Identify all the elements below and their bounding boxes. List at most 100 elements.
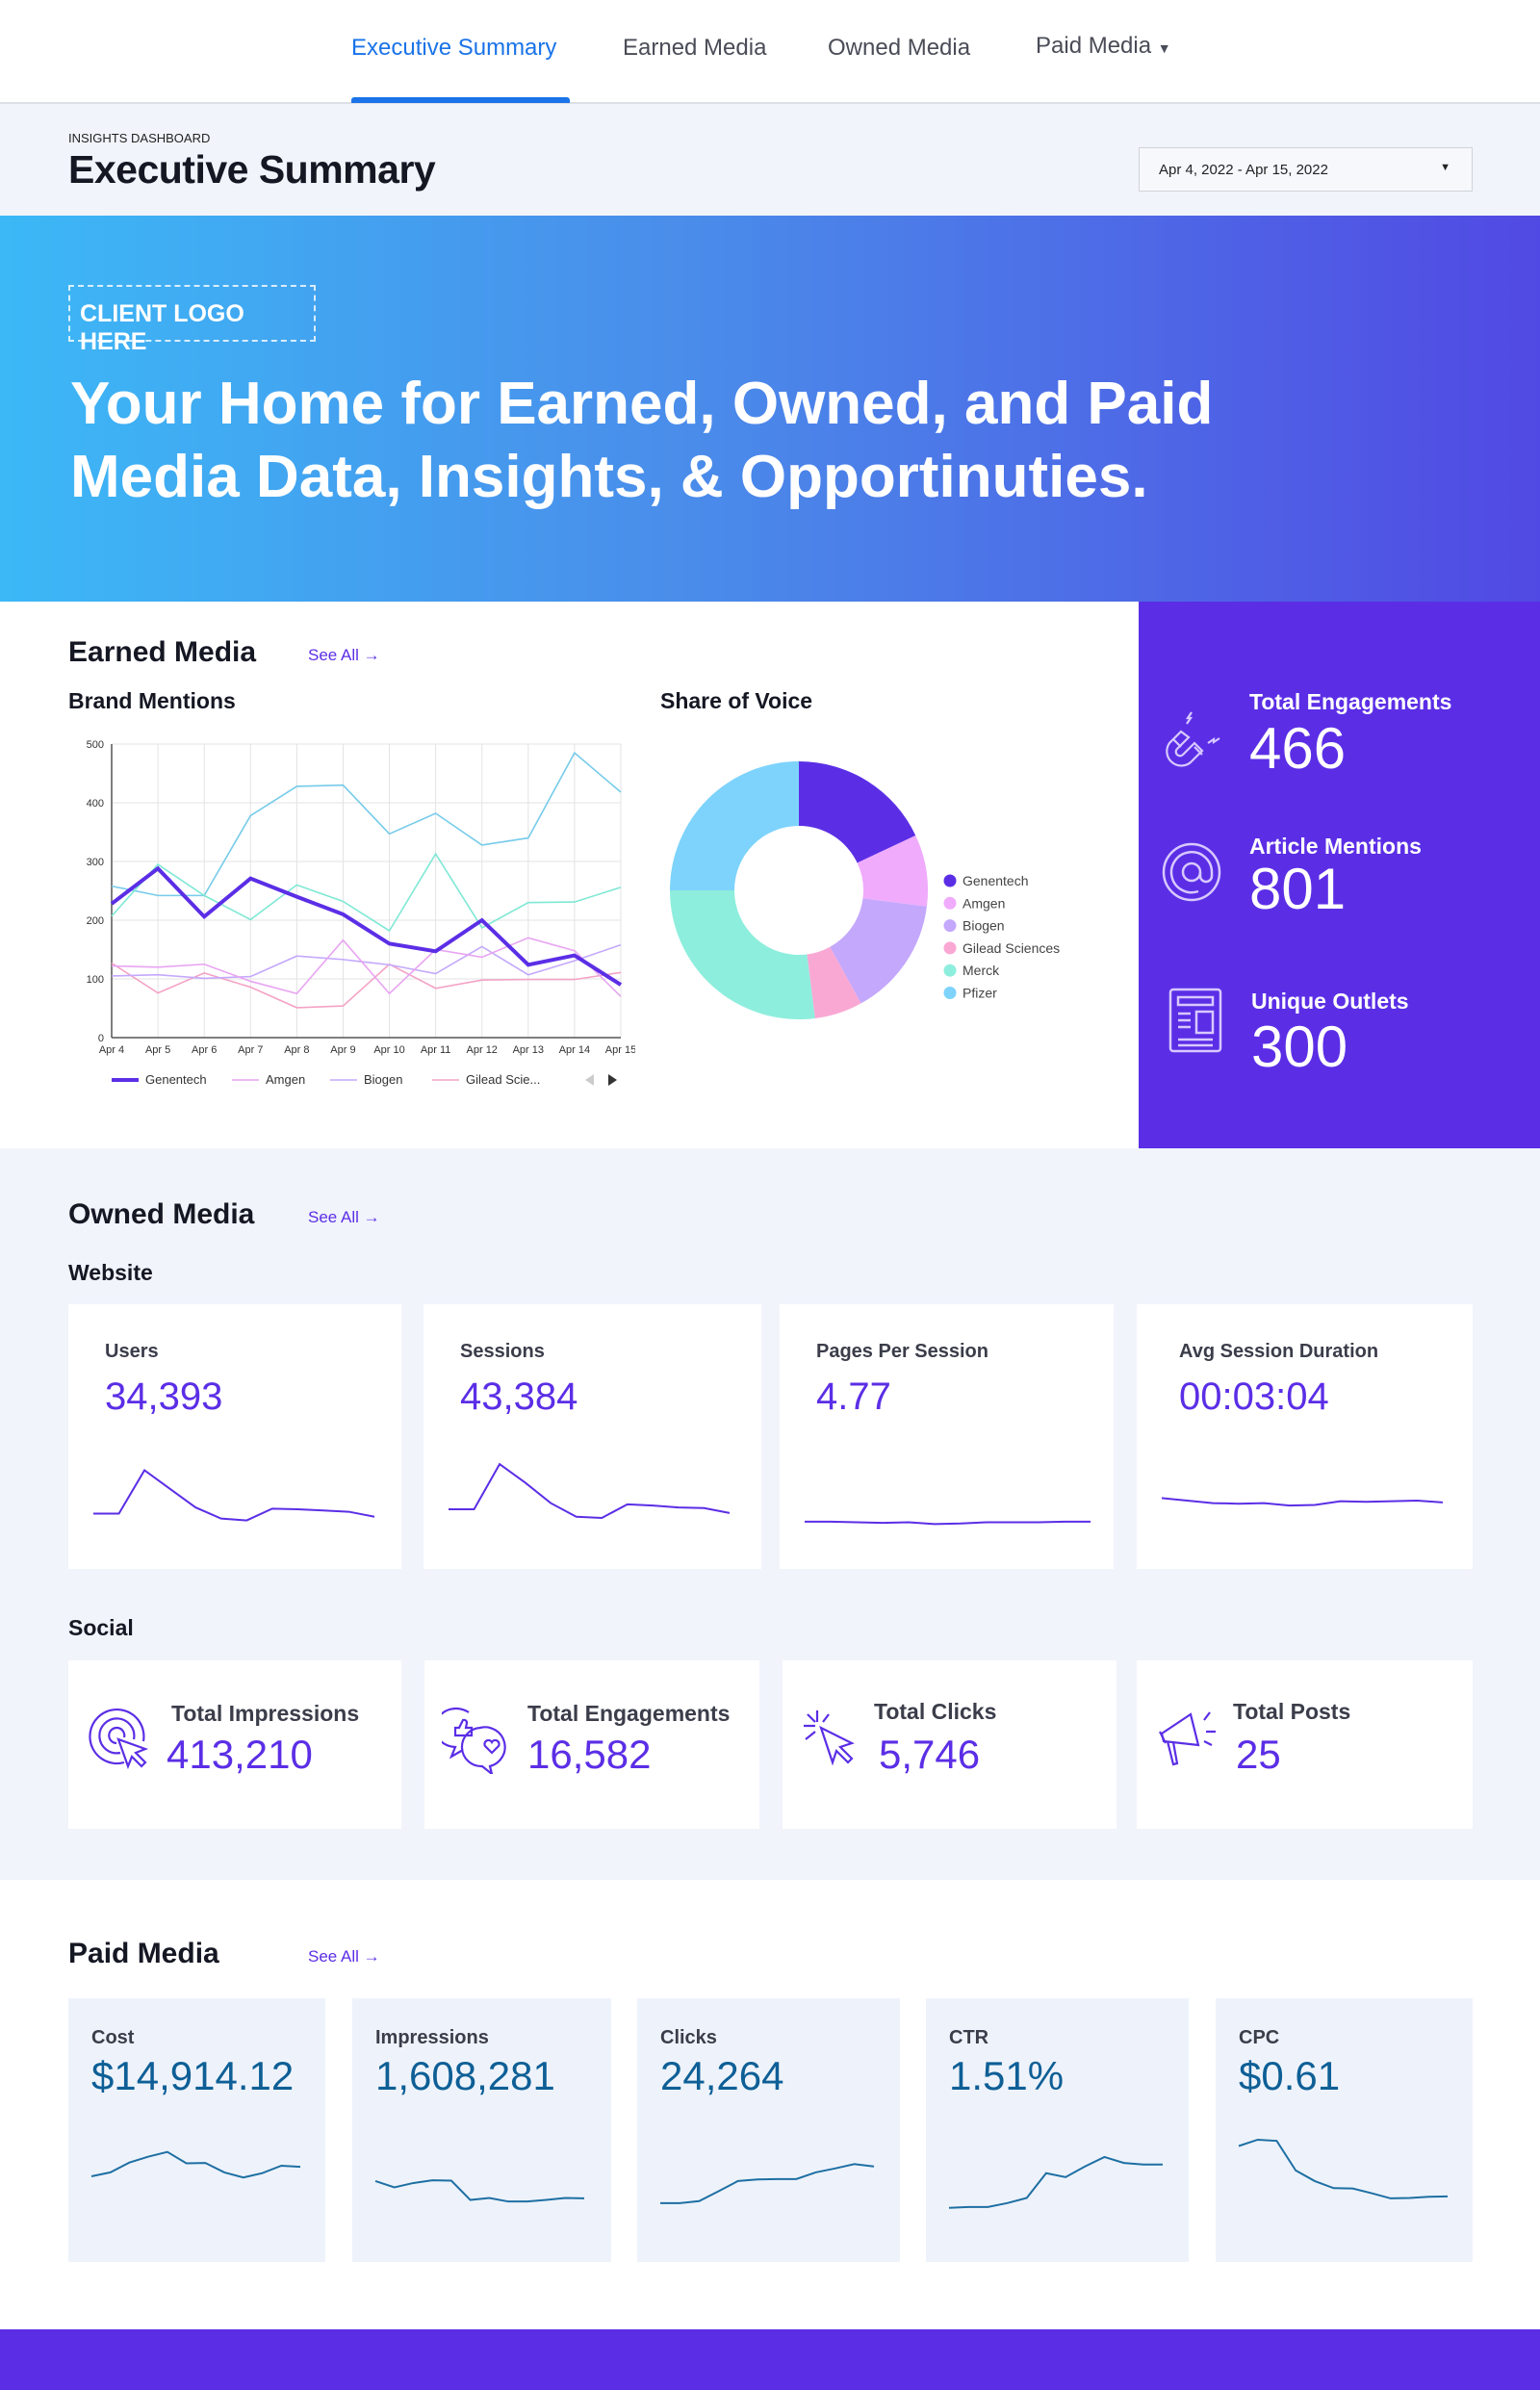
sparkline-path [660,2163,875,2204]
earned-media-section: Earned Media See All → Brand Mentions Sh… [0,602,1540,1148]
clicks-sparkline [660,2163,875,2204]
share-of-voice-title: Share of Voice [660,688,813,713]
brand-mentions-line-chart: 0 100 200 300 400 500 Apr 4 Apr 5 Apr 6 Apr 7 Apr … [87,739,635,1087]
card-value: 1.51% [949,2053,1065,2098]
legend-label: Merck [962,963,1000,978]
hero-banner: CLIENT LOGO HERE Your Home for Earned, O… [0,216,1540,602]
social-label: Total Impressions [171,1701,360,1726]
hero-headline-line1: Your Home for Earned, Owned, and Paid [70,371,1214,437]
x-tick-label: Apr 13 [513,1044,544,1056]
series-line-merck [111,852,622,933]
paid-card-clicks: Clicks 24,264 [637,1998,900,2262]
tab-earned-media[interactable]: Earned Media [623,35,767,61]
x-tick-label: Apr 10 [373,1044,404,1056]
social-card-total-impressions: Total Impressions 413,210 [68,1660,401,1829]
magnet-icon [1166,711,1220,767]
x-tick-label: Apr 6 [192,1044,217,1056]
x-tick-label: Apr 4 [99,1044,124,1056]
legend-label: Gilead Scie... [466,1072,540,1087]
cursor-click-icon [804,1710,855,1766]
tab-paid-media-label: Paid Media [1036,33,1152,59]
x-tick-label: Apr 7 [238,1044,263,1056]
social-title: Social [68,1615,134,1640]
newspaper-icon [1168,988,1222,1053]
sparkline-path [948,2155,1163,2209]
x-tick-label: Apr 14 [559,1044,590,1056]
social-value: 25 [1236,1732,1281,1777]
eyebrow-label: INSIGHTS DASHBOARD [68,131,211,145]
sparkline-path [90,2150,301,2179]
page-title: Executive Summary [68,147,436,192]
paid-see-all-link[interactable]: See All → [308,1947,380,1966]
website-card-pages-per-session: Pages Per Session 4.77 [780,1304,1114,1569]
paid-card-ctr: CTR 1.51% [926,1998,1189,2262]
social-label: Total Posts [1233,1699,1351,1724]
series-line-gilead-sciences [111,962,622,1009]
earned-see-all-link[interactable]: See All → [308,646,380,664]
x-tick-label: Apr 5 [145,1044,170,1056]
sparkline-path [1161,1497,1444,1507]
legend-label: Genentech [962,873,1029,888]
tab-executive-summary[interactable]: Executive Summary [351,35,557,61]
tab-paid-media[interactable]: Paid Media ▼ [1036,33,1171,60]
cost-sparkline [90,2150,301,2179]
donut-slice-pfizer [670,761,799,890]
card-value: 4.77 [816,1375,891,1418]
paid-card-impressions: Impressions 1,608,281 [352,1998,611,2262]
card-label: Clicks [660,2027,717,2048]
legend-label: Genentech [145,1072,207,1087]
card-value: 00:03:04 [1179,1375,1329,1418]
series-line-pfizer [111,751,622,897]
card-value: 24,264 [660,2053,784,2098]
megaphone-icon [1159,1711,1216,1766]
stat-label-unique-outlets: Unique Outlets [1251,989,1409,1014]
series-line-genentech [110,865,623,987]
legend-label: Gilead Sciences [962,940,1060,956]
chevron-down-icon: ▼ [1157,40,1171,56]
sparkline-path [805,1520,1091,1526]
at-sign-icon [1162,842,1221,902]
y-tick-label: 100 [87,974,104,986]
card-label: Pages Per Session [816,1341,988,1362]
legend-label: Biogen [962,918,1005,934]
legend-dot [943,987,957,999]
y-tick-label: 500 [87,739,104,751]
legend-dot [943,941,957,955]
card-label: CPC [1239,2027,1280,2048]
sparkline-path [449,1462,731,1520]
owned-media-section: Owned Media See All → Website Users 34,3… [0,1148,1540,1880]
website-title: Website [68,1260,153,1285]
tab-owned-media[interactable]: Owned Media [828,35,971,61]
paid-card-cpc: CPC $0.61 [1216,1998,1473,2262]
social-card-total-engagements: Total Engagements 16,582 [424,1660,759,1829]
hero-headline: Your Home for Earned, Owned, and Paid Me… [70,368,1225,514]
brand-mentions-title: Brand Mentions [68,688,236,713]
donut-slice-merck [670,890,815,1019]
sparkline-path [374,2179,585,2203]
legend-label: Pfizer [962,986,997,1001]
paid-media-section: Paid Media See All → Cost $14,914.12 Imp… [0,1880,1540,2329]
top-nav: Executive Summary Earned Media Owned Med… [0,0,1540,104]
chat-like-icon [442,1707,506,1774]
page-header: INSIGHTS DASHBOARD Executive Summary Apr… [0,104,1540,216]
legend-label: Biogen [364,1072,402,1087]
avg-session-duration-sparkline [1161,1497,1444,1507]
target-click-icon [89,1708,149,1770]
card-label: Sessions [460,1341,545,1362]
cpc-sparkline [1238,2138,1449,2199]
social-value: 5,746 [879,1732,981,1777]
x-tick-label: Apr 15 [605,1044,635,1056]
owned-see-all-link[interactable]: See All → [308,1208,380,1226]
legend-dot [943,874,957,887]
stat-value-total-engagements: 466 [1249,716,1347,781]
date-range-picker[interactable]: Apr 4, 2022 - Apr 15, 2022 ▼ [1139,147,1473,192]
x-tick-label: Apr 12 [467,1044,498,1056]
active-tab-indicator [351,97,570,103]
card-value: 34,393 [105,1375,223,1418]
caret-down-icon: ▼ [1440,162,1450,173]
sessions-sparkline [449,1462,731,1520]
card-value: 43,384 [460,1375,578,1418]
social-value: 16,582 [527,1732,652,1777]
series-line-biogen [111,943,622,980]
website-card-sessions: Sessions 43,384 [424,1304,761,1569]
